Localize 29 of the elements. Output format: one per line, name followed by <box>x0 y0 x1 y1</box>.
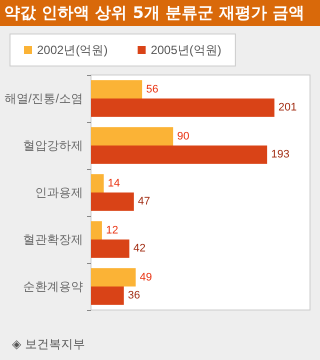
chart-title: 약값 인하액 상위 5개 분류군 재평가 금액 <box>0 0 320 26</box>
data-label: 56 <box>146 83 158 96</box>
data-label: 42 <box>133 242 146 255</box>
bar <box>91 240 130 258</box>
data-label: 36 <box>128 290 140 302</box>
legend-label: 2005년(억원) <box>150 43 222 57</box>
bar <box>91 127 174 146</box>
text: ◈ 보건복지부 <box>12 336 86 353</box>
data-label: 47 <box>138 196 150 208</box>
data-label: 201 <box>278 102 297 114</box>
bar <box>91 192 134 211</box>
data-label: 14 <box>108 177 120 190</box>
y-tick-label: 혈압강하제 <box>23 138 83 152</box>
bar <box>91 286 124 305</box>
bar <box>91 98 274 117</box>
y-tick-label: 인과용제 <box>35 186 83 200</box>
bar <box>91 221 102 240</box>
bar <box>91 80 142 98</box>
data-label: 193 <box>271 148 290 161</box>
data-label: 49 <box>140 271 152 284</box>
y-tick-label: 해열/진통/소염 <box>4 92 83 106</box>
bar <box>91 174 104 192</box>
data-label: 90 <box>177 130 190 142</box>
y-tick-label: 순환계용약 <box>23 280 83 294</box>
legend-label: 2002년(억원) <box>37 43 108 57</box>
bar <box>91 146 268 164</box>
y-tick-label: 혈관확장제 <box>23 232 83 246</box>
bar <box>91 268 136 286</box>
data-label: 12 <box>106 224 118 236</box>
